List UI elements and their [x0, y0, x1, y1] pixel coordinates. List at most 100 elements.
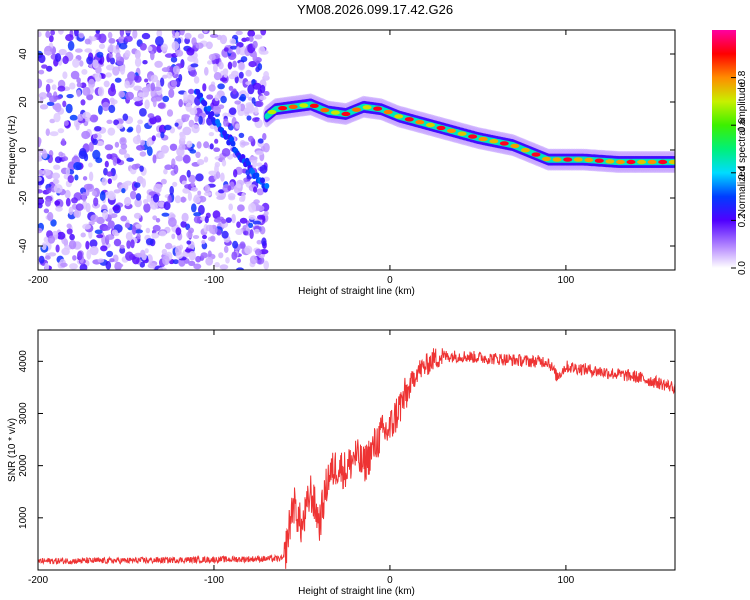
- noise-blob: [120, 143, 128, 150]
- noise-blob: [133, 212, 142, 219]
- noise-blob: [52, 178, 60, 185]
- noise-blob: [248, 135, 254, 142]
- noise-blob: [195, 42, 204, 49]
- noise-blob: [252, 117, 260, 123]
- noise-blob: [86, 249, 92, 260]
- noise-blob: [208, 84, 216, 92]
- noise-blob: [109, 192, 116, 201]
- noise-blob: [166, 71, 173, 79]
- noise-blob: [245, 37, 250, 42]
- noise-blob: [195, 173, 204, 182]
- snr-xtick-label: -200: [28, 575, 48, 586]
- noise-blob: [255, 66, 260, 73]
- noise-blob: [239, 93, 247, 102]
- noise-blob: [198, 195, 207, 203]
- ridge-peak: [499, 141, 509, 146]
- noise-blob: [139, 108, 147, 117]
- noise-blob: [144, 99, 150, 110]
- noise-blob: [178, 143, 186, 151]
- noise-blob: [98, 33, 107, 44]
- noise-blob: [151, 232, 160, 239]
- ridge-peak: [637, 159, 647, 165]
- noise-blob: [175, 155, 184, 162]
- noise-blob: [112, 66, 120, 76]
- snr-ylabel: SNR (10 * v/v): [7, 418, 18, 482]
- noise-blob: [162, 74, 168, 79]
- noise-blob: [263, 260, 270, 270]
- noise-blob: [213, 63, 218, 73]
- ridge-peak: [373, 106, 383, 111]
- noise-blob: [257, 138, 264, 144]
- noise-blob: [130, 190, 137, 200]
- noise-blob: [260, 30, 267, 36]
- noise-blob: [104, 191, 111, 199]
- noise-blob: [195, 151, 201, 158]
- noise-blob: [115, 52, 121, 61]
- noise-blob: [81, 192, 87, 202]
- noise-blob: [194, 115, 199, 123]
- noise-blob: [53, 164, 61, 170]
- ridge-peak: [394, 114, 404, 119]
- noise-blob: [142, 60, 148, 65]
- noise-blob: [155, 184, 163, 189]
- noise-blob: [213, 72, 222, 81]
- noise-blob: [124, 80, 130, 89]
- noise-blob: [122, 113, 129, 121]
- noise-blob: [60, 262, 68, 268]
- noise-blob: [154, 115, 162, 123]
- noise-blob: [82, 111, 91, 120]
- noise-blob: [48, 35, 54, 43]
- noise-blob: [152, 154, 157, 164]
- ridge-peak: [573, 157, 583, 162]
- noise-blob: [256, 162, 263, 167]
- noise-blob: [93, 197, 99, 207]
- noise-blob: [161, 67, 170, 73]
- noise-blob: [81, 69, 88, 75]
- noise-blob: [82, 86, 91, 96]
- noise-blob: [247, 96, 253, 101]
- noise-blob: [58, 151, 64, 157]
- noise-blob: [245, 81, 254, 86]
- noise-blob: [83, 183, 93, 190]
- noise-blob: [134, 57, 142, 67]
- ridge-peak: [552, 157, 562, 162]
- spec-ylabel: Frequency (Hz): [7, 116, 18, 185]
- noise-blob: [193, 196, 201, 204]
- noise-blob: [136, 144, 145, 151]
- noise-blob: [258, 46, 266, 55]
- noise-blob: [107, 44, 117, 53]
- noise-blob: [258, 95, 267, 101]
- noise-blob: [47, 211, 54, 222]
- noise-blob: [146, 193, 152, 202]
- snr-ytick-label: 3000: [18, 402, 29, 425]
- noise-blob: [62, 100, 67, 108]
- noise-blob: [216, 229, 222, 236]
- noise-blob: [85, 240, 90, 250]
- noise-blob: [75, 122, 80, 131]
- noise-blob: [239, 196, 244, 202]
- noise-blob: [160, 178, 167, 185]
- noise-blob: [248, 35, 254, 43]
- noise-blob: [134, 229, 143, 234]
- noise-blob: [191, 203, 197, 213]
- noise-blob: [93, 133, 98, 139]
- noise-blob: [259, 226, 266, 235]
- noise-blob: [101, 177, 108, 186]
- noise-blob: [203, 191, 212, 196]
- ridge-peak: [309, 103, 319, 109]
- noise-blob: [74, 30, 79, 37]
- noise-blob: [236, 42, 244, 48]
- noise-blob: [186, 169, 191, 178]
- noise-blob: [166, 109, 174, 117]
- noise-blob: [248, 203, 257, 213]
- noise-blob: [240, 141, 250, 146]
- noise-blob: [249, 229, 254, 240]
- noise-blob: [137, 92, 145, 98]
- noise-blob: [47, 235, 56, 244]
- noise-blob: [147, 113, 155, 119]
- noise-blob: [263, 71, 269, 79]
- noise-blob: [108, 52, 113, 59]
- figure-title: YM08.2026.099.17.42.G26: [296, 2, 454, 17]
- noise-blob: [184, 32, 192, 40]
- noise-blob: [188, 227, 194, 234]
